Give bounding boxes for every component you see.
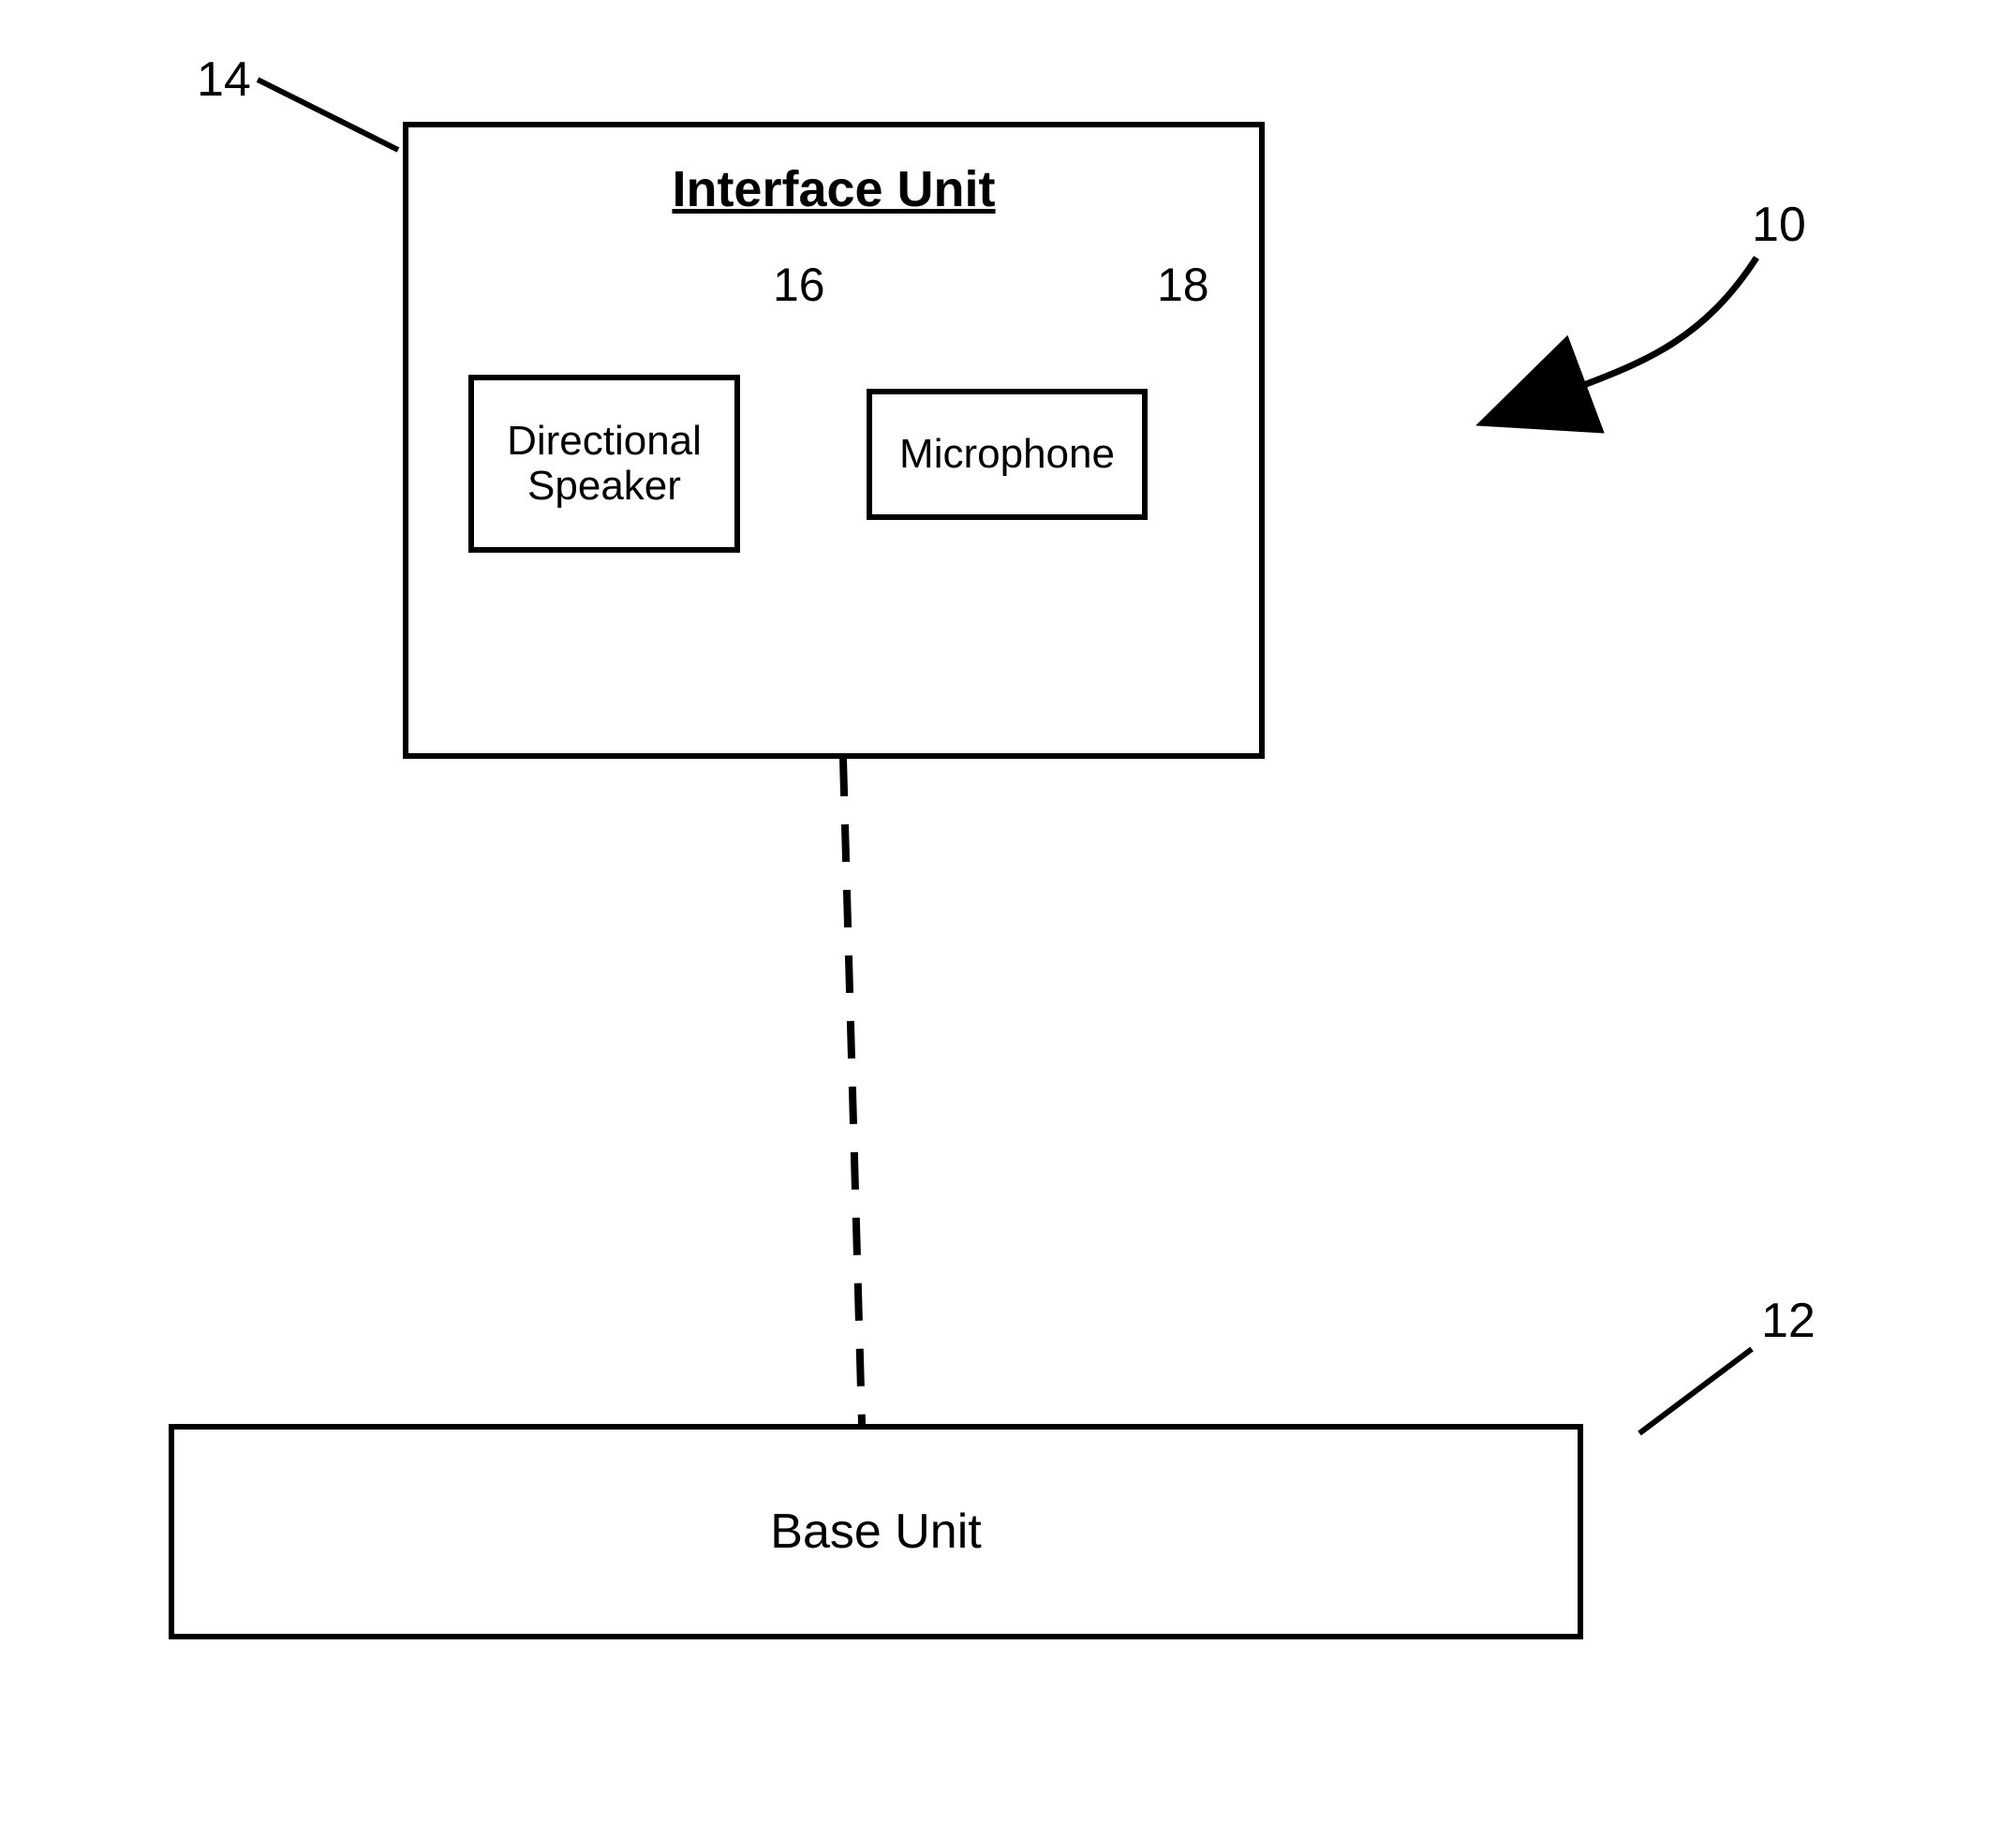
leader-base-unit xyxy=(1639,1349,1752,1433)
diagram-canvas: Interface Unit Directional Speaker Micro… xyxy=(0,0,2016,1838)
ref-numeral-system: 10 xyxy=(1752,197,1806,253)
ref-numeral-base-unit: 12 xyxy=(1761,1293,1816,1349)
microphone-label: Microphone xyxy=(899,431,1115,478)
directional-speaker-label-line1: Directional xyxy=(507,419,702,464)
directional-speaker-label-line2: Speaker xyxy=(527,464,681,509)
leader-system-arrow xyxy=(1574,258,1757,389)
ref-numeral-interface-unit: 14 xyxy=(197,52,251,108)
conn-main-link xyxy=(843,759,862,1424)
directional-speaker-box: Directional Speaker xyxy=(468,375,740,553)
microphone-box: Microphone xyxy=(867,389,1148,520)
base-unit-box: Base Unit xyxy=(169,1424,1583,1639)
interface-unit-title: Interface Unit xyxy=(672,160,995,218)
ref-numeral-microphone: 18 xyxy=(1157,258,1209,312)
ref-numeral-directional-speaker: 16 xyxy=(773,258,825,312)
leader-interface-unit xyxy=(258,80,398,150)
base-unit-label: Base Unit xyxy=(770,1504,981,1560)
